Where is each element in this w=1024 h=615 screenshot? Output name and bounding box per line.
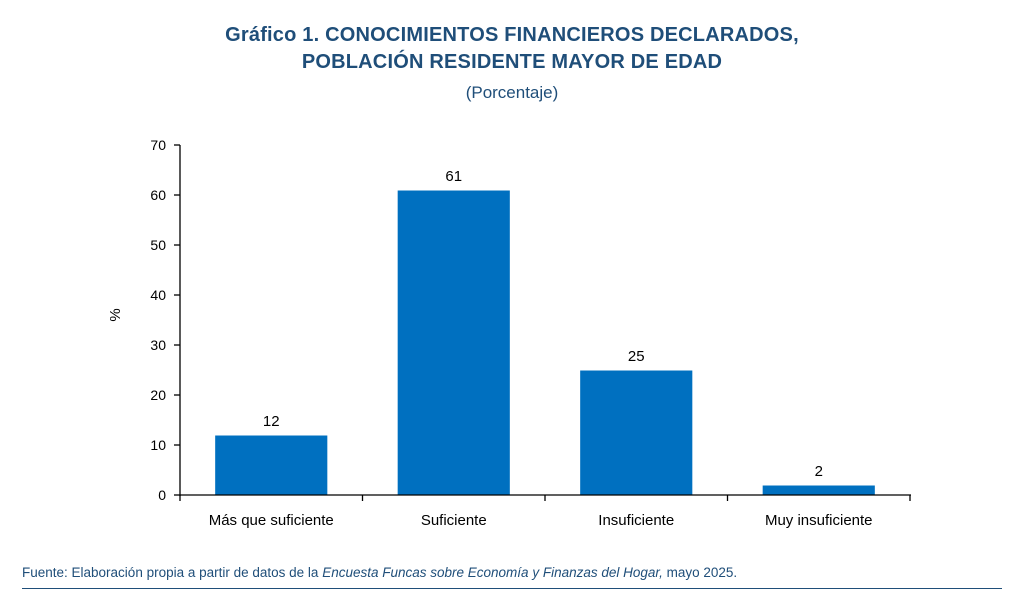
y-tick-label: 60 (150, 187, 166, 203)
bar (396, 189, 511, 496)
category-label: Muy insuficiente (765, 512, 873, 529)
source-prefix: Fuente: Elaboración propia a partir de d… (22, 565, 323, 580)
source-suffix: mayo 2025. (662, 565, 738, 580)
y-tick-label: 50 (150, 237, 166, 253)
y-tick-label: 40 (150, 287, 166, 303)
chart-marks: 0 10 20 30 40 50 60 70 12 Más que suficiente 61 Suf… (150, 137, 911, 529)
footer-rule (22, 588, 1002, 589)
data-label: 2 (815, 463, 823, 480)
bar (214, 434, 329, 496)
y-tick-label: 10 (150, 437, 166, 453)
data-label: 25 (628, 348, 645, 365)
chart-title-line-1: Gráfico 1. CONOCIMIENTOS FINANCIEROS DEC… (225, 24, 799, 46)
category-label: Más que suficiente (209, 512, 334, 529)
y-tick-label: 20 (150, 387, 166, 403)
chart-subtitle: (Porcentaje) (465, 83, 559, 102)
y-axis-title: % (107, 308, 124, 321)
source-note: Fuente: Elaboración propia a partir de d… (22, 565, 737, 580)
bar (761, 484, 876, 496)
chart-title-block: Gráfico 1. CONOCIMIENTOS FINANCIEROS DEC… (0, 22, 1024, 103)
y-tick-label: 0 (158, 487, 166, 503)
category-label: Suficiente (421, 512, 487, 529)
y-tick-label: 30 (150, 337, 166, 353)
source-italic: Encuesta Funcas sobre Economía y Finanza… (322, 565, 663, 580)
y-tick-label: 70 (150, 137, 166, 153)
category-label: Insuficiente (598, 512, 674, 529)
chart-title-line-2: POBLACIÓN RESIDENTE MAYOR DE EDAD (301, 51, 723, 73)
data-label: 12 (263, 413, 280, 430)
bar (579, 369, 694, 496)
data-label: 61 (445, 168, 462, 185)
